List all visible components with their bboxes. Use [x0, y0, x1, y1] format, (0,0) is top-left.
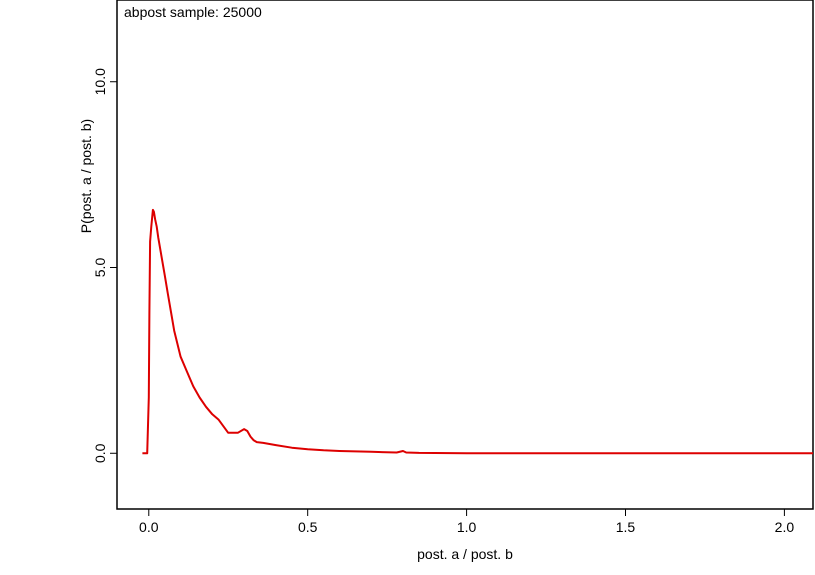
plot-frame [116, 0, 814, 510]
y-axis-title: P(post. a / post. b) [78, 119, 94, 233]
y-tick-label: 10.0 [92, 68, 108, 95]
x-axis-title: post. a / post. b [417, 546, 513, 562]
x-axis: 0.0 0.5 1.0 1.5 2.0 [139, 509, 794, 535]
x-tick-label: 1.5 [616, 519, 636, 535]
y-tick-label: 5.0 [92, 258, 108, 278]
x-tick-label: 0.5 [298, 519, 318, 535]
annotation-text: abpost sample: 25000 [124, 4, 262, 20]
y-axis: 0.0 5.0 10.0 [92, 68, 117, 463]
x-tick-label: 1.0 [457, 519, 477, 535]
x-tick-label: 0.0 [139, 519, 159, 535]
x-tick-label: 2.0 [775, 519, 795, 535]
y-tick-label: 0.0 [92, 443, 108, 463]
density-line [142, 208, 813, 455]
